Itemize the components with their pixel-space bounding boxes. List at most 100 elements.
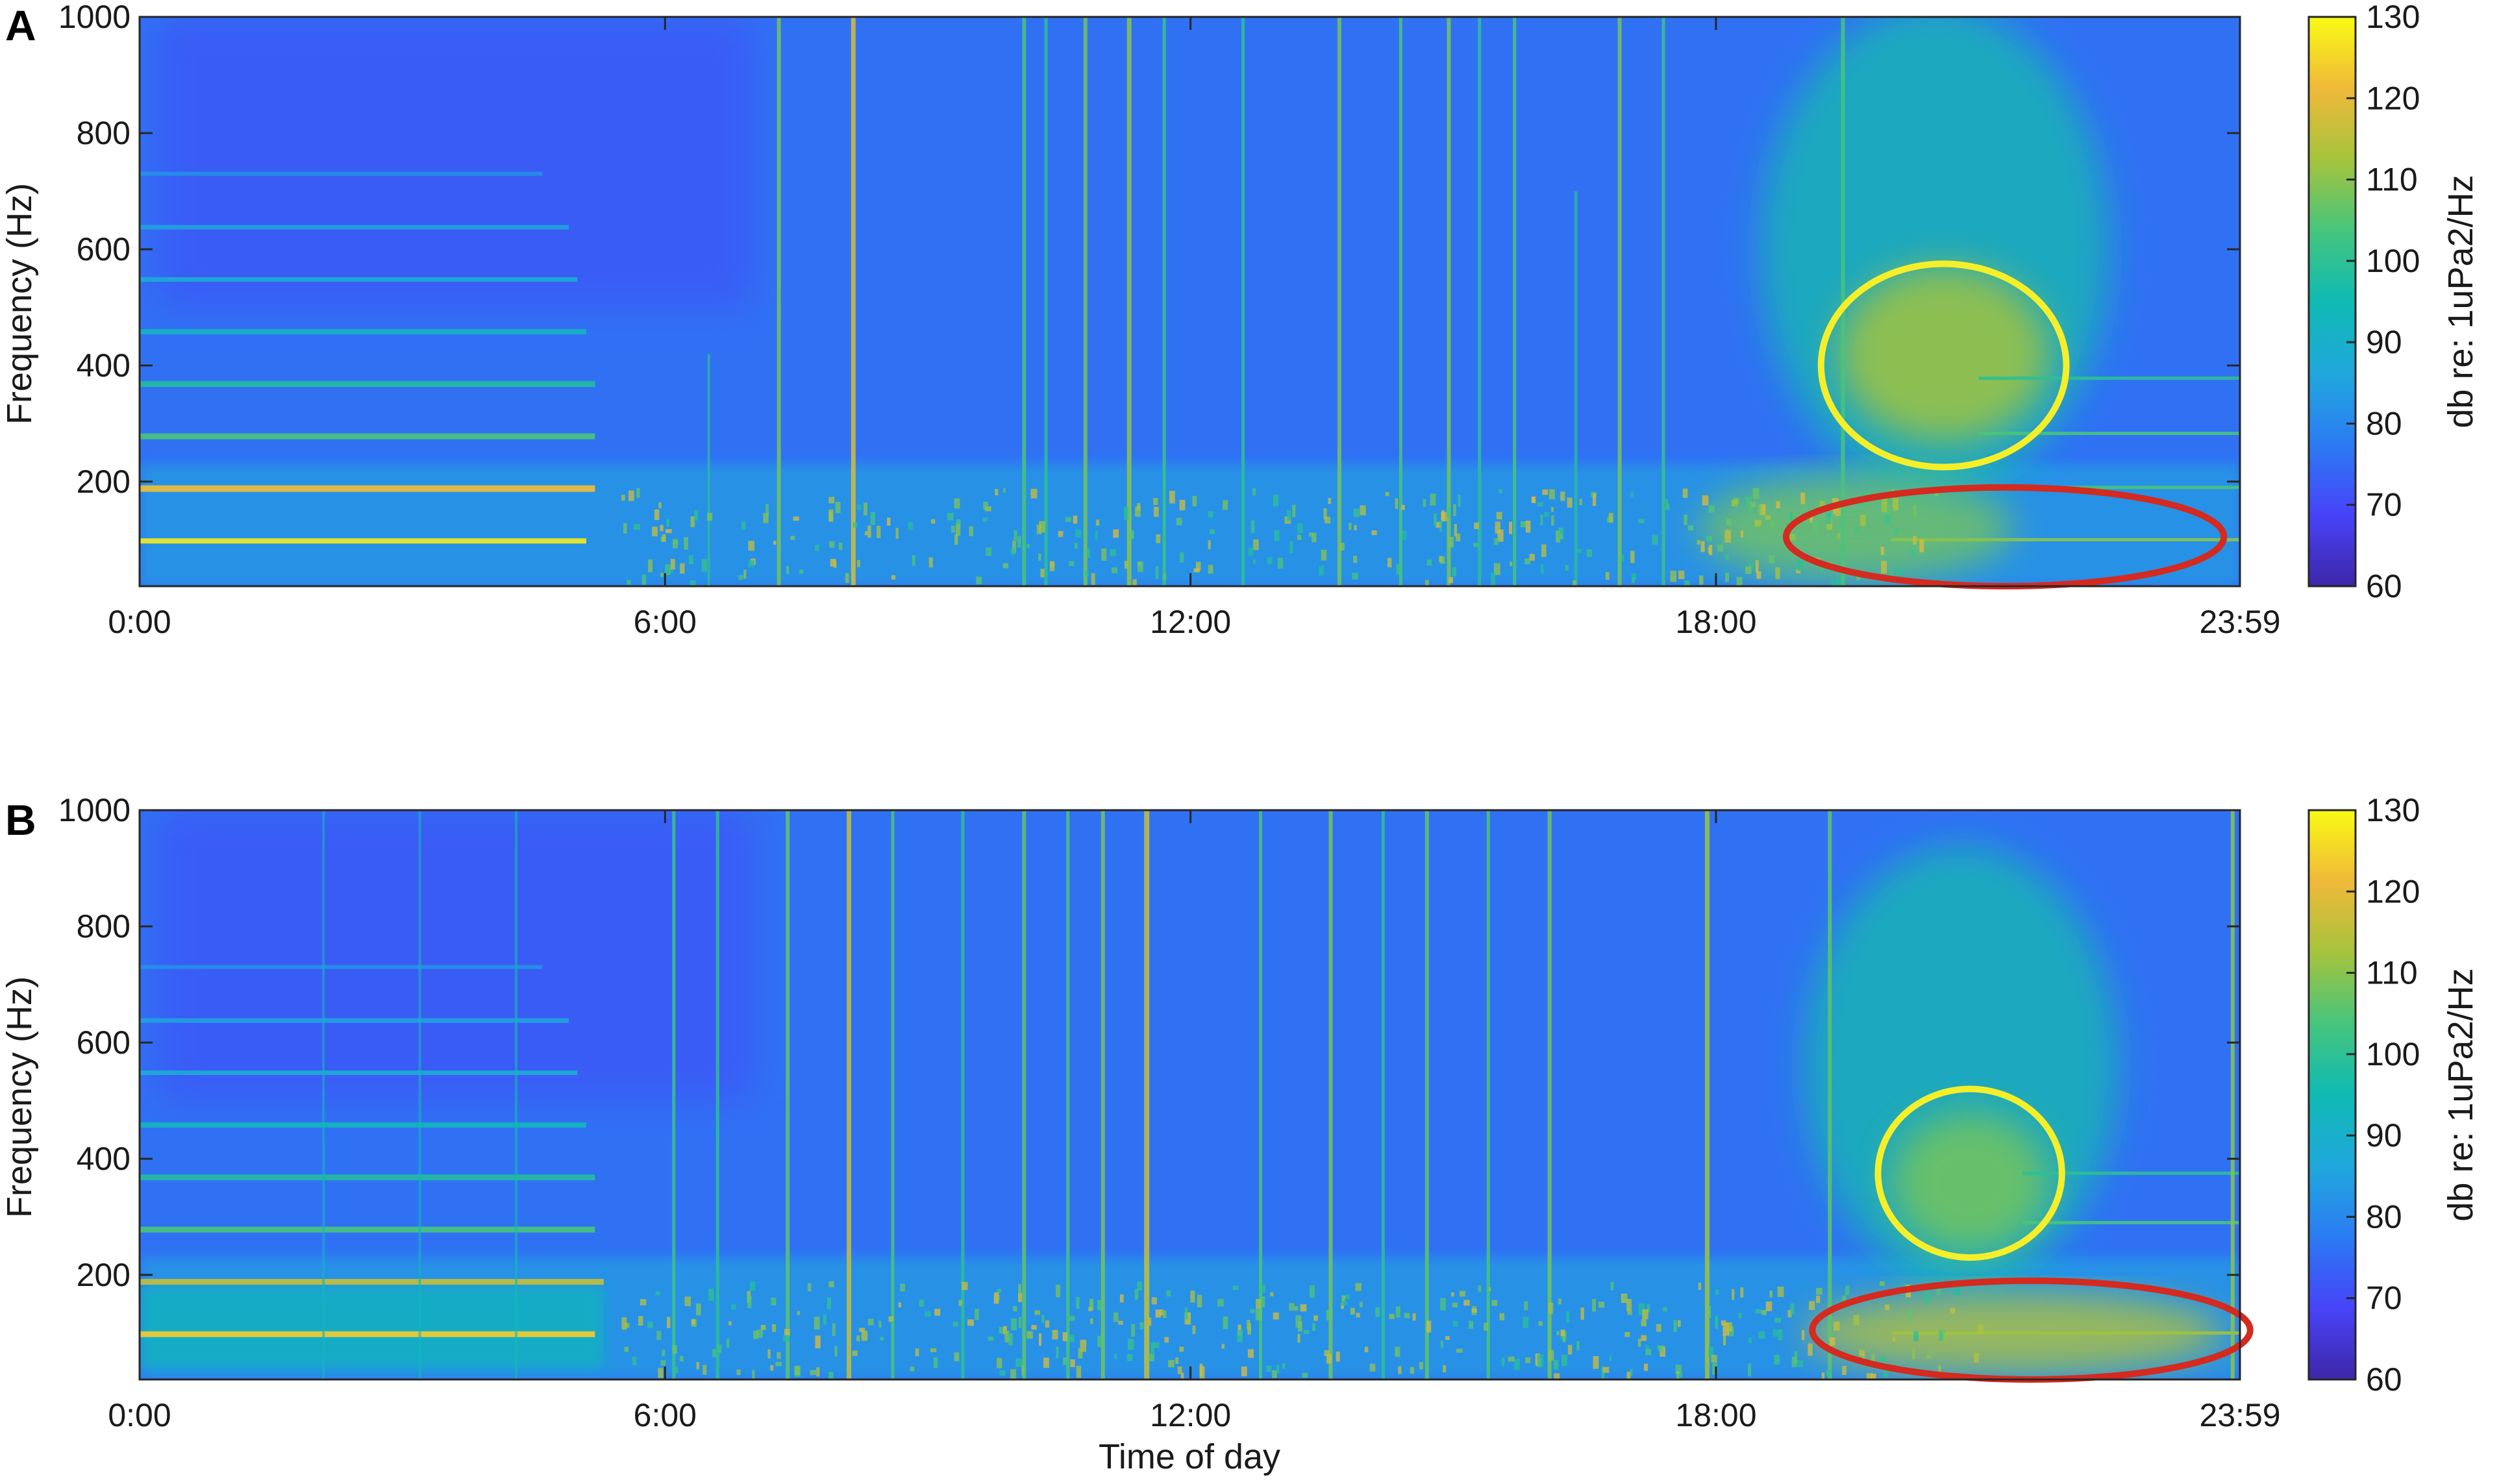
speckle [1443,1365,1447,1373]
speckle [1896,566,1902,576]
speckle [1800,492,1806,504]
speckle [1010,1369,1017,1379]
speckle [1911,549,1915,558]
speckle [1110,549,1117,556]
speckle [1778,1329,1783,1341]
speckle [1892,1337,1896,1342]
speckle [1058,530,1063,538]
speckle [1866,1373,1873,1379]
speckle [1924,1292,1930,1304]
speckle [1638,519,1645,523]
speckle [983,501,988,510]
speckle [1131,1324,1136,1337]
speckle [830,558,836,567]
speckle [954,1352,960,1361]
speckle [1404,1313,1410,1318]
speckle [1179,552,1184,563]
speckle [1208,511,1213,518]
speckle [1717,544,1724,552]
speckle [888,1316,894,1322]
speckle [793,516,799,521]
speckle [887,517,891,526]
speckle [1267,557,1273,564]
speckle [1658,1345,1664,1352]
y-tick-label: 200 [77,1257,131,1293]
speckle [625,1322,630,1328]
speckle [1537,502,1543,506]
x-tick-label: 6:00 [634,604,697,640]
speckle [1356,1313,1360,1318]
speckle [672,1345,677,1354]
speckle [1676,1373,1683,1378]
speckle [1375,1307,1380,1317]
speckle [1977,1324,1984,1334]
speckle [1453,504,1456,517]
x-tick-label: 6:00 [634,1397,697,1433]
speckle [1026,544,1030,549]
speckle [895,528,899,539]
y-tick-label: 800 [77,908,131,945]
speckle [1645,1348,1652,1355]
speckle [1045,1320,1050,1328]
speckle [1708,505,1715,513]
speckle [1675,1365,1682,1374]
speckle [1326,1354,1332,1364]
speckle [962,1281,968,1291]
y-tick-label: 1000 [58,0,131,35]
speckle [1510,562,1513,566]
speckle [1797,1360,1804,1368]
speckle [688,555,693,565]
speckle [763,513,769,523]
speckle [1724,530,1732,543]
speckle [1426,559,1432,566]
speckle [1113,1312,1119,1322]
speckle [1624,1331,1630,1337]
speckle [666,518,669,527]
speckle [1341,1302,1344,1309]
speckle [784,1329,790,1337]
speckle [1726,1322,1732,1331]
speckle [1097,1300,1103,1310]
speckle [1842,1366,1846,1376]
speckle [1745,566,1752,575]
speckle [1548,1350,1554,1361]
speckle [1197,1294,1202,1307]
speckle [1684,580,1690,586]
speckle [1777,1286,1784,1298]
speckle [1755,560,1759,573]
speckle [1452,567,1457,576]
speckle [1761,1309,1767,1315]
colorbar-tick-label: 60 [2366,568,2402,604]
speckle [1463,1300,1470,1306]
speckle [1452,1321,1458,1327]
speckle [660,1360,666,1366]
speckle [628,490,634,501]
speckle [621,495,625,501]
speckle [1646,1344,1649,1350]
speckle [1128,530,1134,539]
speckle [859,1328,865,1332]
speckle [1423,499,1426,508]
speckle [1774,1355,1780,1365]
speckle [648,559,653,573]
speckle [1758,504,1762,514]
speckle [1907,1310,1912,1321]
speckle [1252,559,1256,564]
speckle [690,516,695,528]
colorbar-tick-label: 120 [2366,873,2420,909]
speckle [1360,505,1366,515]
speckle [1152,1342,1160,1348]
speckle [1162,573,1167,580]
speckle [1003,1326,1007,1335]
speckle [1126,1354,1133,1361]
speckle [1273,494,1278,506]
speckle [1034,1310,1041,1315]
speckle [867,1318,874,1326]
speckle [1871,1374,1876,1379]
speckle [1402,530,1407,540]
speckle [662,1349,665,1357]
speckle [1137,502,1141,511]
speckle [1184,1307,1188,1320]
speckle [1062,1332,1067,1342]
speckle [880,1337,884,1341]
